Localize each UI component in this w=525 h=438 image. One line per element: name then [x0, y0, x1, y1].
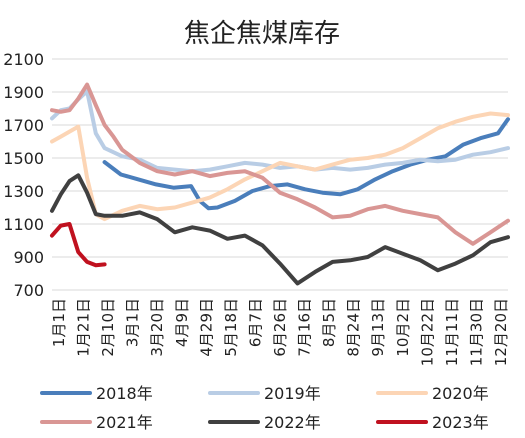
y-axis-ticks: 700 900 1100 1300 1500 1700 1900 2100 — [3, 50, 44, 300]
series-line-2 — [50, 89, 510, 174]
x-tick-label: 8月5日 — [320, 298, 338, 347]
x-tick-label: 3月20日 — [148, 298, 166, 357]
x-tick-label: 7月16日 — [296, 298, 314, 357]
legend-label: 2018年 — [96, 384, 153, 403]
y-tick-label: 1900 — [3, 83, 44, 102]
x-tick-label: 1月1日 — [50, 298, 68, 347]
x-tick-label: 11月11日 — [443, 298, 461, 366]
y-tick-label: 1300 — [3, 182, 44, 201]
series-lines — [50, 82, 510, 286]
x-tick-label: 5月18日 — [222, 298, 240, 357]
x-axis-ticks: 1月1日 1月21日 2月10日 3月1日 3月20日 4月9日 4月29日 5月18日 6月7… — [50, 298, 510, 366]
y-tick-label: 700 — [13, 281, 44, 300]
y-tick-label: 900 — [13, 248, 44, 267]
series-line-5 — [50, 173, 510, 286]
legend-label: 2019年 — [264, 384, 321, 403]
x-tick-label: 2月10日 — [99, 298, 117, 357]
x-tick-label: 12月20日 — [492, 298, 510, 366]
y-tick-label: 2100 — [3, 50, 44, 69]
x-tick-label: 6月26日 — [271, 298, 289, 357]
legend-label: 2020年 — [432, 384, 489, 403]
y-tick-label: 1500 — [3, 149, 44, 168]
x-tick-label: 10月2日 — [394, 298, 412, 357]
legend: 2018年 2019年 2020年 2021年 2022年 2023年 — [40, 384, 489, 432]
y-tick-label: 1100 — [3, 215, 44, 234]
x-tick-label: 3月1日 — [124, 298, 142, 347]
x-tick-label: 6月7日 — [246, 298, 264, 347]
x-tick-label: 4月9日 — [173, 298, 191, 347]
chart-title: 焦企焦煤库存 — [184, 19, 340, 49]
series-line-4 — [50, 82, 510, 246]
legend-label: 2023年 — [432, 413, 489, 432]
series-line-6 — [50, 222, 107, 268]
series-line-1 — [102, 117, 510, 211]
x-tick-label: 10月22日 — [418, 298, 436, 366]
x-tick-label: 1月21日 — [75, 298, 93, 357]
x-tick-label: 9月13日 — [369, 298, 387, 357]
x-tick-label: 8月24日 — [345, 298, 363, 357]
y-tick-label: 1700 — [3, 116, 44, 135]
legend-label: 2021年 — [96, 413, 153, 432]
x-tick-label: 4月29日 — [197, 298, 215, 357]
x-tick-label: 11月30日 — [467, 298, 485, 366]
legend-label: 2022年 — [264, 413, 321, 432]
